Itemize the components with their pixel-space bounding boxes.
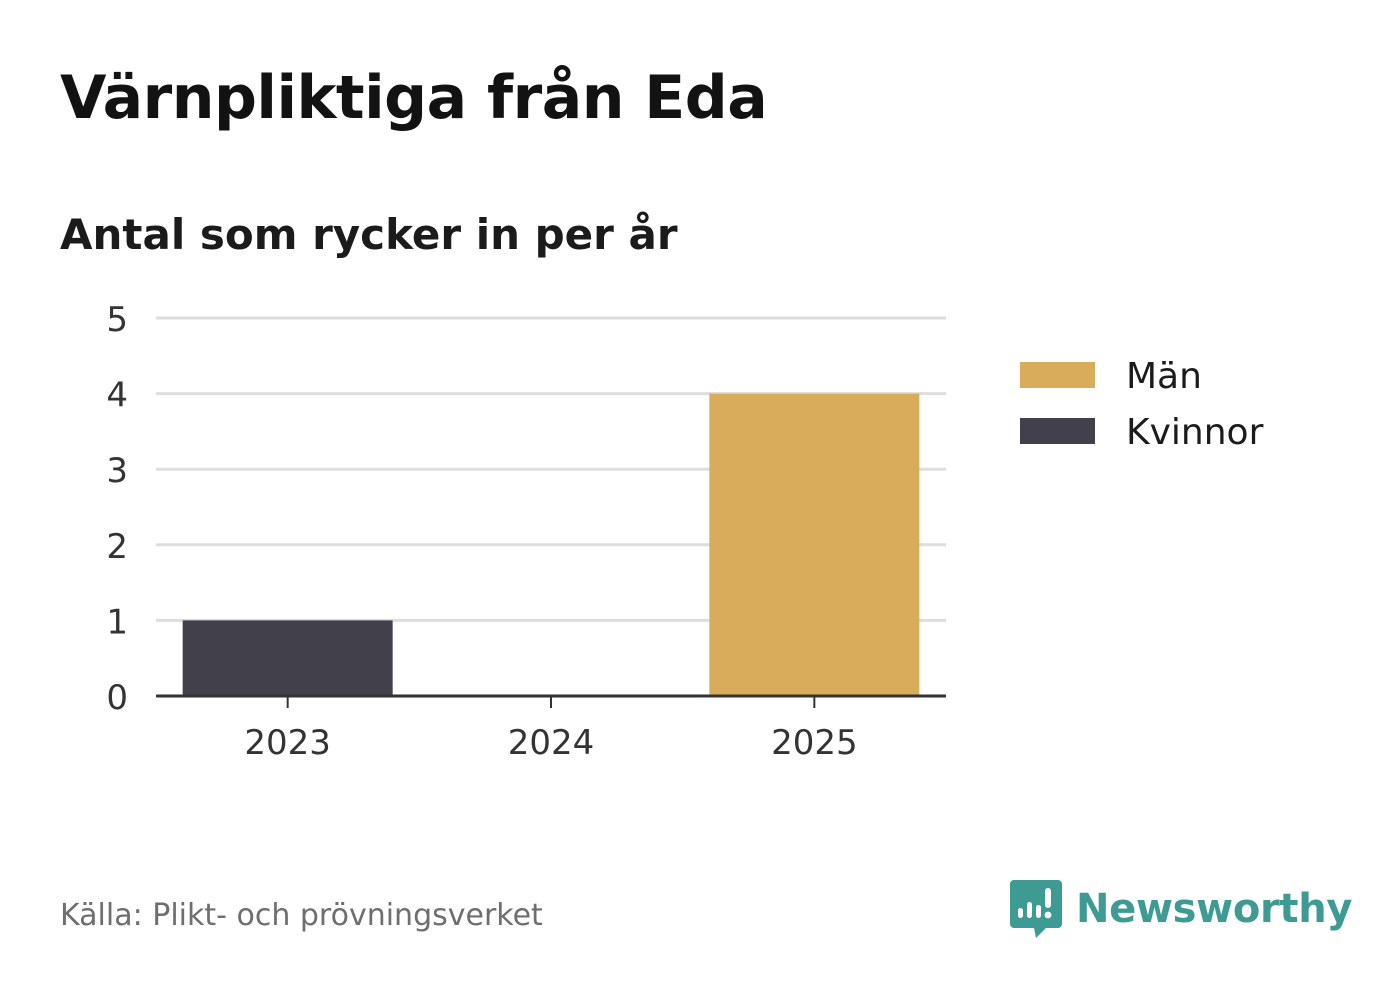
newsworthy-logo-icon [1010, 880, 1062, 938]
chart-title: Värnpliktiga från Eda [60, 63, 768, 133]
y-tick-label: 5 [106, 300, 128, 340]
legend-label: Kvinnor [1126, 412, 1264, 453]
y-tick-label: 3 [106, 451, 128, 491]
newsworthy-logo-text: Newsworthy [1076, 886, 1353, 932]
y-tick-label: 4 [106, 376, 128, 416]
legend-label: Män [1126, 356, 1202, 397]
x-tick-label: 2025 [771, 723, 858, 763]
x-tick-label: 2023 [244, 723, 331, 763]
x-tick-label: 2024 [508, 723, 595, 763]
y-tick-label: 1 [106, 602, 128, 642]
y-tick-label: 0 [106, 678, 128, 718]
legend-swatch [1020, 362, 1095, 388]
bar [709, 393, 920, 696]
bar [182, 620, 393, 696]
newsworthy-logo: Newsworthy [1010, 878, 1353, 940]
y-tick-label: 2 [106, 527, 128, 567]
chart-subtitle: Antal som rycker in per år [60, 210, 678, 259]
legend-swatch [1020, 418, 1095, 444]
source-note: Källa: Plikt- och prövningsverket [60, 898, 543, 933]
